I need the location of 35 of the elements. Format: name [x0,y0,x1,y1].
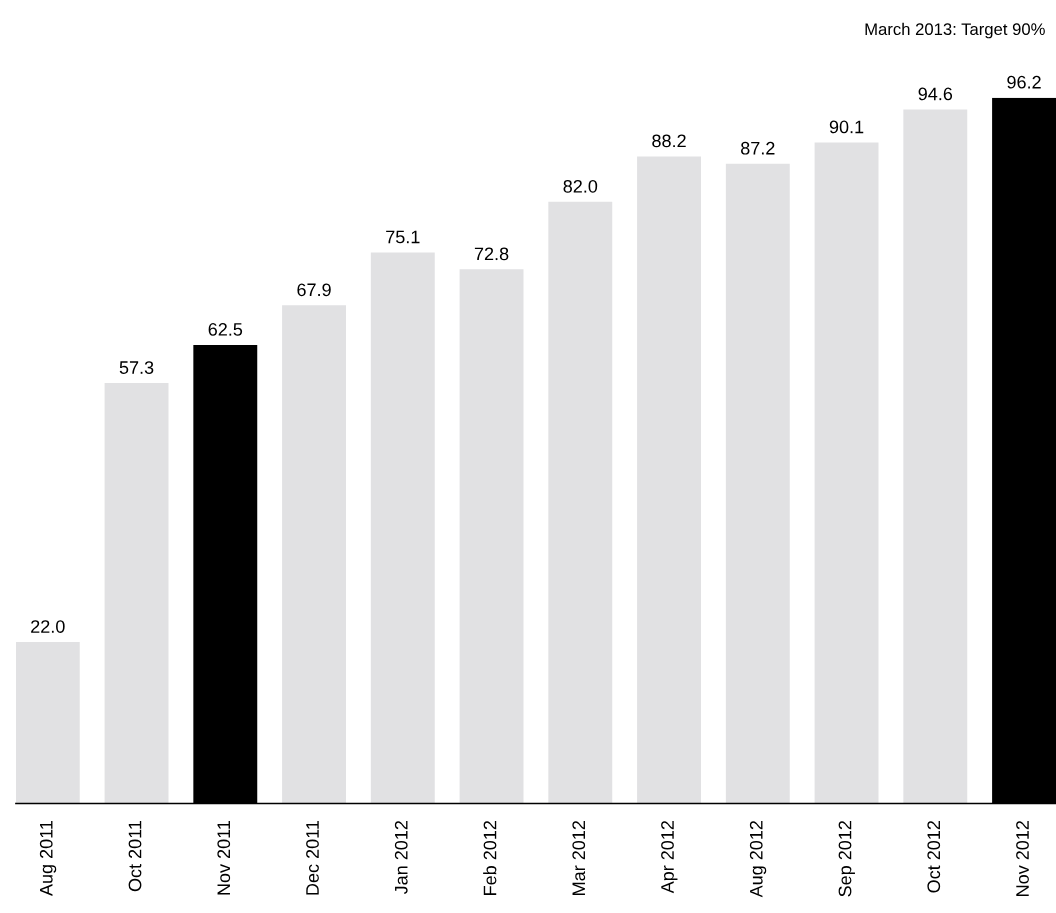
data-label: 67.9 [297,283,331,297]
data-label: 22.0 [31,620,65,633]
bar [370,252,435,804]
x-tick-label: Oct 2012 [927,821,941,893]
data-label: 82.0 [563,179,598,193]
data-label: 87.2 [741,141,775,155]
x-tick-label: Nov 2011 [217,820,231,895]
data-label: 88.2 [652,134,686,148]
x-tick-label: Aug 2011 [39,820,57,897]
data-label: 72.8 [474,247,509,261]
data-label: 90.1 [829,120,864,134]
x-tick-label: Mar 2012 [572,821,586,895]
data-label: 75.1 [386,230,420,244]
x-tick-label: Sep 2012 [838,821,855,897]
x-tick-label: Feb 2012 [483,821,497,895]
x-tick-label: Dec 2011 [306,820,319,895]
bar [548,201,613,804]
bar [15,642,80,804]
bar [282,305,346,804]
x-tick-label: Aug 2012 [749,821,767,898]
x-tick-label: Nov 2012 [1016,821,1029,896]
bar [725,163,790,804]
data-label: 57.3 [119,361,154,374]
data-label: 62.5 [208,323,243,336]
data-label: 94.6 [918,87,953,101]
text: March 2013: Target 90% [865,22,1045,39]
x-tick-label: Jan 2012 [394,821,408,895]
data-label: 96.2 [1007,75,1041,89]
bar [903,109,968,804]
bar [637,156,701,804]
bar [459,269,524,804]
bar [104,383,169,804]
bar [814,142,879,804]
x-tick-label: Oct 2011 [128,820,142,892]
x-tick-label: Apr 2012 [661,821,678,894]
